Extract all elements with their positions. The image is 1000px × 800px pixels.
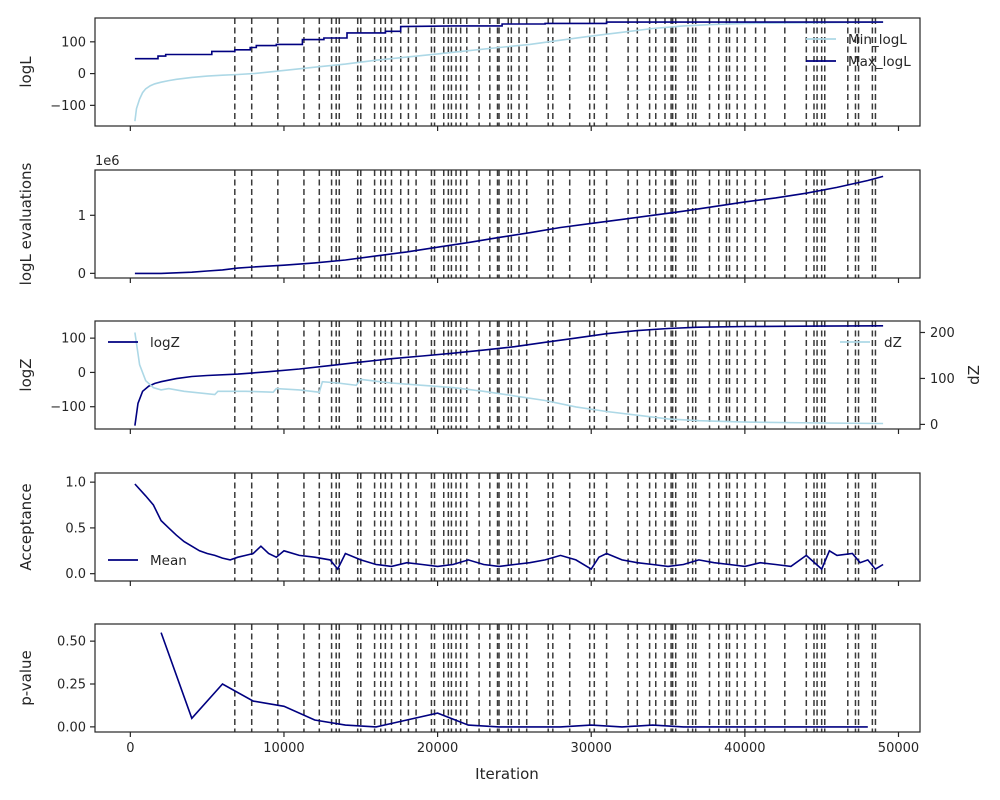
legend-label: Min_logL [848,32,907,48]
panel-logl: −100 0 100 logL Min_logL Max_logL [17,17,921,131]
x-tick-label: 10000 [263,741,304,756]
panel-acceptance: 0.0 0.5 1.0 Acceptance Mean [17,472,921,586]
y-tick-label: 0.0 [65,567,86,582]
y-tick-label: −100 [50,400,86,415]
y-tick-label: 0.25 [57,678,86,693]
y-right-tick-label: 0 [930,418,938,433]
legend-entry: dZ [840,335,902,351]
legend-label: Max_logL [848,54,911,70]
legend-entry: logZ [108,335,180,351]
y-tick-label: 0.5 [65,521,86,536]
y-tick-label: 0 [78,366,86,381]
x-tick-label: 20000 [417,741,458,756]
y-axis-label: logL evaluations [17,162,35,285]
x-tick-label: 40000 [724,741,765,756]
y-right-axis-label: dZ [965,365,983,385]
axes-frame [94,17,921,127]
y-axis-label: Acceptance [17,483,35,570]
x-tick-label: 50000 [878,741,919,756]
y-offset-label: 1e6 [95,154,120,169]
y-right-tick-label: 200 [930,326,955,341]
x-tick-label: 0 [126,741,134,756]
axes-frame [94,320,921,430]
y-axis-label: p-value [17,650,35,706]
y-tick-label: 0 [78,267,86,282]
legend-entry: Mean [108,553,187,569]
legend-entry: Min_logL [806,32,907,48]
legend-label: logZ [150,335,180,351]
panel-evals: 0 1 logL evaluations 1e6 [17,154,921,285]
y-tick-label: 1 [78,209,86,224]
legend-entry: Max_logL [806,54,911,70]
y-tick-label: 1.0 [65,476,86,491]
axes-frame [94,623,921,733]
x-axis-label: Iteration [475,765,539,783]
y-tick-label: 100 [61,332,86,347]
event-lines [234,321,877,429]
y-axis-label: logZ [17,358,35,391]
panel-pvalue: 0 10000 20000 30000 40000 50000 0.00 0.25 0.50 p-… [17,623,921,756]
panels: −100 0 100 logL Min_logL Max_logL 0 1 logL evalu… [17,17,983,756]
y-tick-label: 0 [78,67,86,82]
x-tick-label: 30000 [571,741,612,756]
series-line-min-logl [134,21,884,122]
y-tick-label: 100 [61,35,86,50]
series-line-logz [134,324,884,426]
legend-label: dZ [884,335,902,351]
y-tick-label: 0.00 [57,720,86,735]
event-lines [234,170,877,278]
event-lines [234,18,877,126]
axes-frame [94,169,921,279]
y-tick-label: −100 [50,99,86,114]
y-axis-label: logL [17,56,35,88]
series-line-evals [134,175,884,275]
y-tick-label: 0.50 [57,635,86,650]
series-line-max-logl [134,21,884,60]
series-line-mean [134,483,884,571]
series-line-dz [134,332,884,425]
panel-logz: −100 0 100 logZ 0 100 200 dZ logZ dZ [17,320,983,434]
series-line-pvalue [160,632,868,728]
legend-label: Mean [150,553,187,569]
y-right-tick-label: 100 [930,372,955,387]
axes-frame [94,472,921,582]
